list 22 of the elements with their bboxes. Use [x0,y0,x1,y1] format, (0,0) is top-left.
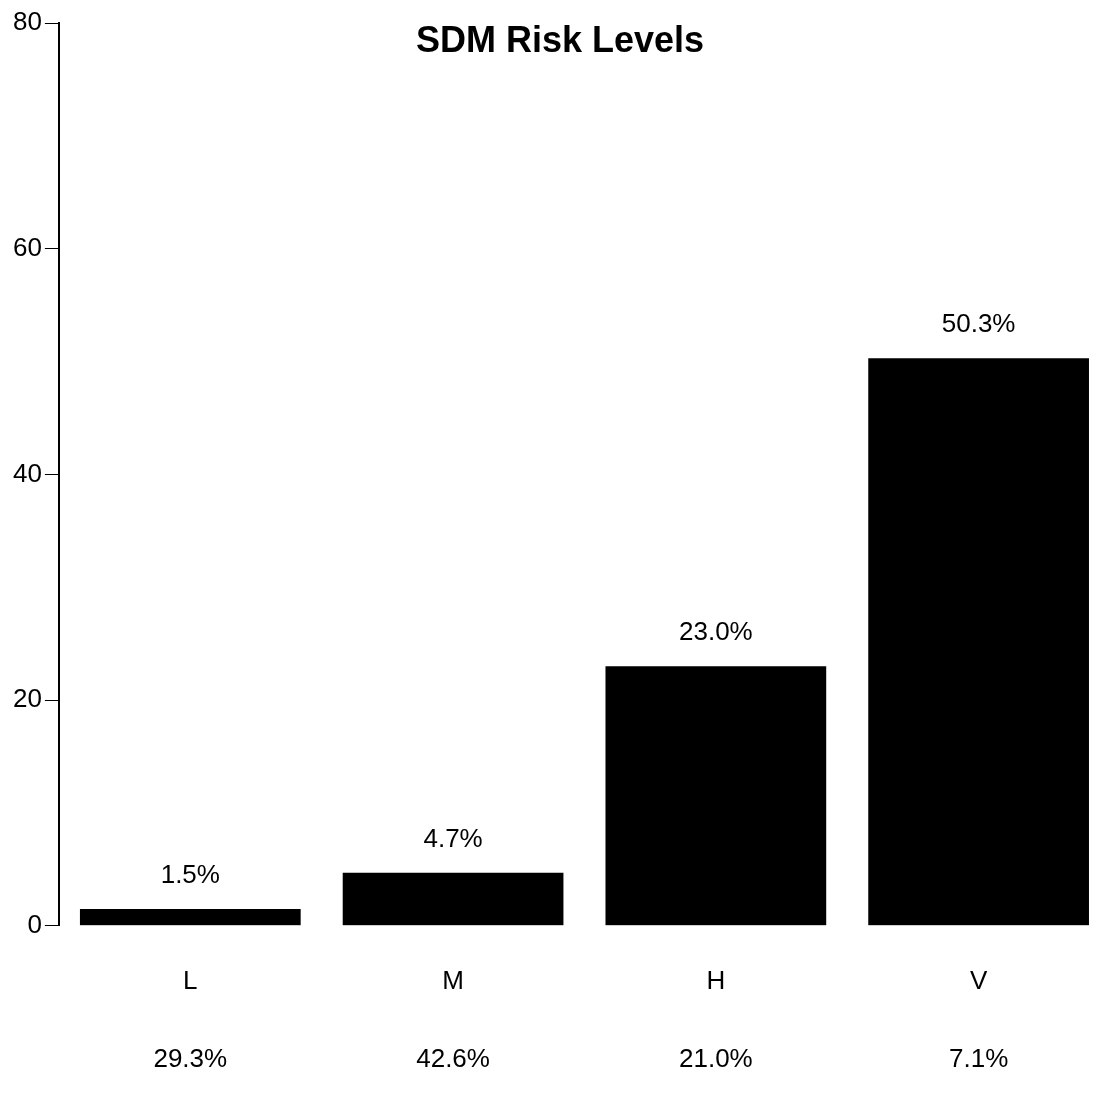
text: 21.0% [678,1043,753,1074]
data-label: 4.7% [423,822,483,853]
x-tick-label: H [706,964,726,995]
y-tick-label: 20 [13,683,42,714]
data-label: 50.3% [941,308,1016,339]
bar [868,358,1089,926]
text: 7.1% [948,1043,1009,1074]
text: 29.3% [153,1043,228,1074]
x-tick-label: V [969,964,988,995]
chart-title: SDM Risk Levels [415,18,705,60]
y-tick-label: 60 [13,232,42,263]
x-tick-label: L [183,964,198,995]
text: 42.6% [416,1043,490,1074]
bar [342,872,564,926]
bar [79,908,301,926]
y-tick-label: 40 [13,457,42,488]
y-tick-label: 0 [27,908,42,939]
data-label: 23.0% [678,616,753,647]
data-label: 1.5% [160,859,220,890]
bar [605,666,827,926]
x-tick-label: M [442,964,464,995]
y-tick-label: 80 [13,6,42,37]
